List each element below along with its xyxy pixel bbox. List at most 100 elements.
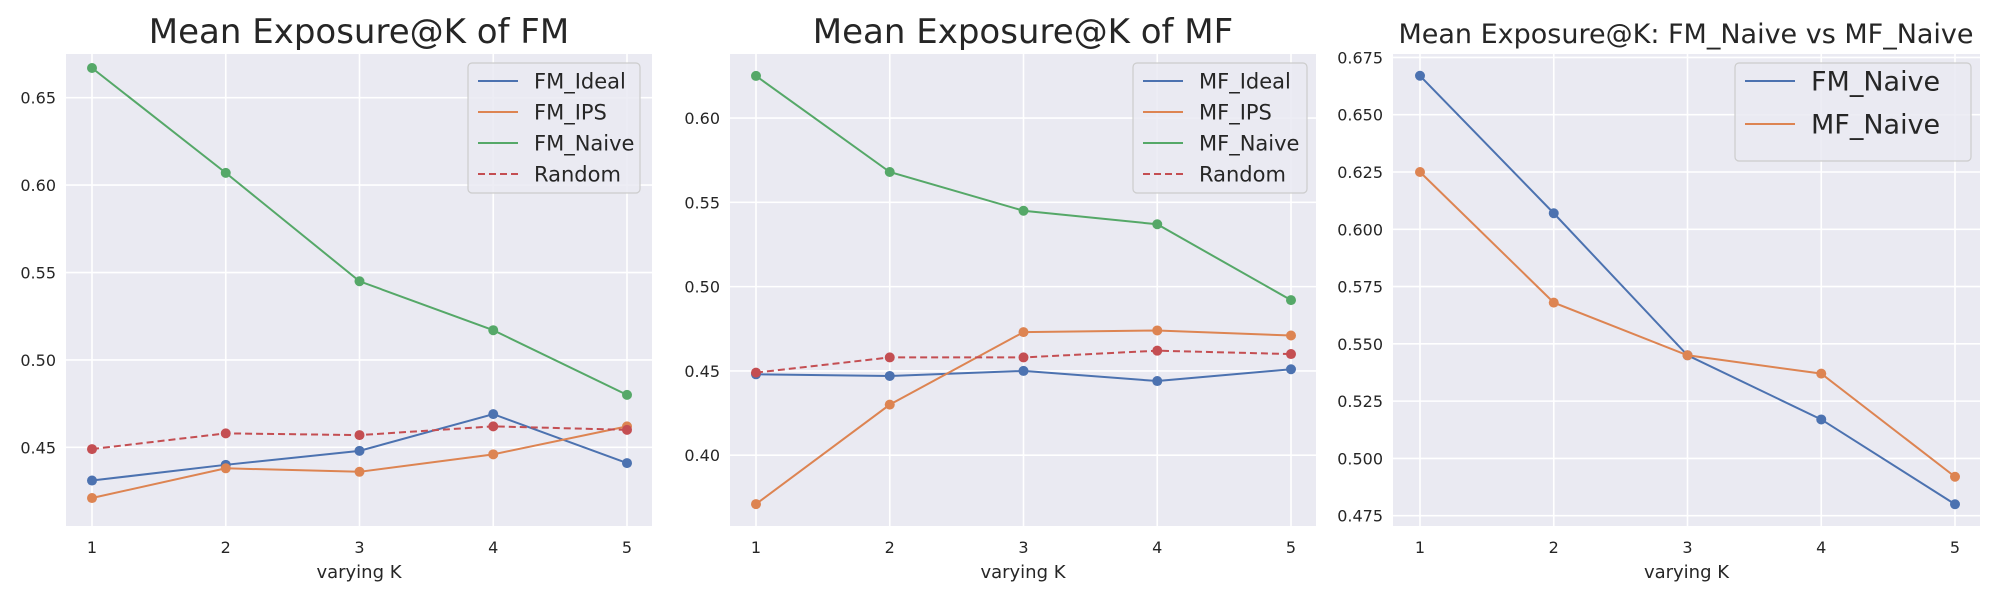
y-tick-label: 0.475 xyxy=(1337,507,1383,526)
data-point-fm-ideal xyxy=(87,475,97,486)
data-point-mf-ips xyxy=(1286,330,1296,341)
data-point-fm-naive xyxy=(1816,414,1827,425)
y-tick-label: 0.600 xyxy=(1337,220,1383,239)
legend-label-fm-naive: FM_Naive xyxy=(534,131,634,156)
data-point-fm-naive xyxy=(220,167,231,178)
data-point-random xyxy=(751,367,761,378)
x-axis-label: varying K xyxy=(316,562,402,583)
legend-label-mf-naive: MF_Naive xyxy=(1199,131,1299,156)
x-tick-label: 5 xyxy=(1286,538,1296,557)
data-point-fm-ips xyxy=(354,466,365,477)
x-axis-label: varying K xyxy=(1644,562,1730,583)
data-point-random xyxy=(622,424,632,435)
data-point-mf-naive xyxy=(1950,471,1960,482)
data-point-fm-naive xyxy=(1950,499,1960,510)
data-point-mf-ips xyxy=(751,499,761,510)
legend-label-mf-ideal: MF_Ideal xyxy=(1199,69,1291,94)
data-point-random xyxy=(1286,349,1296,360)
y-tick-label: 0.45 xyxy=(684,362,720,381)
data-point-mf-naive xyxy=(1018,205,1029,216)
legend-label-fm-ips: FM_IPS xyxy=(534,100,607,125)
y-tick-label: 0.650 xyxy=(1337,106,1383,125)
x-tick-label: 3 xyxy=(354,538,364,557)
chart-panel-1: 1 2 3 4 5 0.45 0.50 0.55 0.60 0.65 Mean Exposure@K… xyxy=(20,12,652,583)
x-tick-label: 4 xyxy=(1816,538,1826,557)
data-point-fm-ideal xyxy=(488,409,499,420)
data-point-random xyxy=(87,444,97,455)
data-point-fm-ideal xyxy=(354,445,365,456)
x-tick-label: 5 xyxy=(1950,538,1960,557)
y-tick-label: 0.60 xyxy=(684,109,720,128)
x-axis-label: varying K xyxy=(980,562,1066,583)
legend: FM_Ideal FM_IPS FM_Naive Random xyxy=(467,62,641,194)
legend-label-fm-ideal: FM_Ideal xyxy=(534,69,626,94)
x-tick-label: 1 xyxy=(87,538,97,557)
data-point-mf-ideal xyxy=(1018,365,1029,376)
data-point-mf-naive xyxy=(1682,350,1693,361)
chart-panel-3: 1 2 3 4 5 0.475 0.500 0.525 0.550 0.575 0.600 0.625… xyxy=(1337,19,1980,583)
data-point-random xyxy=(354,430,365,441)
data-point-mf-naive xyxy=(884,167,895,177)
data-point-random xyxy=(1018,352,1029,363)
data-point-fm-naive xyxy=(488,325,499,336)
data-point-fm-ips xyxy=(220,463,231,474)
y-tick-label: 0.50 xyxy=(684,278,720,297)
x-tick-label: 2 xyxy=(1549,538,1559,557)
series-random xyxy=(87,421,632,455)
data-point-random xyxy=(220,428,231,439)
data-point-fm-naive xyxy=(1548,208,1559,219)
legend-box xyxy=(1132,62,1308,194)
x-tick-label: 3 xyxy=(1682,538,1692,557)
data-point-mf-naive xyxy=(1816,368,1827,379)
data-point-mf-naive xyxy=(751,70,761,81)
series-fm-naive xyxy=(87,62,632,400)
data-point-mf-naive xyxy=(1548,297,1559,308)
x-tick-label: 2 xyxy=(885,538,895,557)
x-tick-label: 3 xyxy=(1018,538,1028,557)
series-mf-naive xyxy=(751,70,1296,306)
data-point-mf-naive xyxy=(1152,219,1163,230)
data-point-fm-naive xyxy=(1415,70,1425,81)
data-point-mf-naive xyxy=(1415,167,1425,177)
x-tick-label: 2 xyxy=(221,538,231,557)
chart-panel-2: 1 2 3 4 5 0.40 0.45 0.50 0.55 0.60 Mean Exposure@K… xyxy=(684,12,1316,583)
data-point-mf-ips xyxy=(1018,327,1029,338)
x-tick-label: 4 xyxy=(488,538,498,557)
y-tick-label: 0.40 xyxy=(684,446,720,465)
chart-title: Mean Exposure@K of FM xyxy=(149,12,569,52)
x-tick-label: 4 xyxy=(1152,538,1162,557)
y-tick-label: 0.675 xyxy=(1337,48,1383,67)
data-point-fm-ips xyxy=(87,493,97,504)
data-point-mf-ideal xyxy=(884,370,895,381)
x-tick-label: 5 xyxy=(622,538,632,557)
y-tick-label: 0.50 xyxy=(20,351,56,370)
y-tick-label: 0.55 xyxy=(684,193,720,212)
series-mf-naive xyxy=(1415,167,1960,482)
y-tick-label: 0.625 xyxy=(1337,163,1383,182)
data-point-mf-ips xyxy=(1152,325,1163,336)
data-point-mf-naive xyxy=(1286,295,1296,306)
y-tick-label: 0.65 xyxy=(20,89,56,108)
data-point-random xyxy=(1152,345,1163,356)
series-fm-ideal xyxy=(87,409,632,486)
legend-label-random: Random xyxy=(534,162,621,186)
x-tick-label: 1 xyxy=(1415,538,1425,557)
legend: FM_Naive MF_Naive xyxy=(1734,62,1972,162)
data-point-random xyxy=(884,352,895,363)
chart-title: Mean Exposure@K: FM_Naive vs MF_Naive xyxy=(1398,19,1973,50)
y-tick-label: 0.500 xyxy=(1337,449,1383,468)
legend-label-random: Random xyxy=(1199,162,1286,186)
legend-label-fm-naive: FM_Naive xyxy=(1811,66,1940,97)
data-point-random xyxy=(488,421,499,432)
chart-title: Mean Exposure@K of MF xyxy=(813,12,1233,52)
legend-box xyxy=(467,62,641,194)
data-point-fm-ips xyxy=(488,449,499,460)
series-mf-ips xyxy=(751,325,1296,510)
legend: MF_Ideal MF_IPS MF_Naive Random xyxy=(1132,62,1308,194)
y-tick-label: 0.55 xyxy=(20,264,56,283)
data-point-fm-naive xyxy=(87,62,97,73)
data-point-mf-ideal xyxy=(1152,376,1163,387)
data-point-mf-ips xyxy=(884,399,895,410)
y-tick-label: 0.550 xyxy=(1337,335,1383,354)
